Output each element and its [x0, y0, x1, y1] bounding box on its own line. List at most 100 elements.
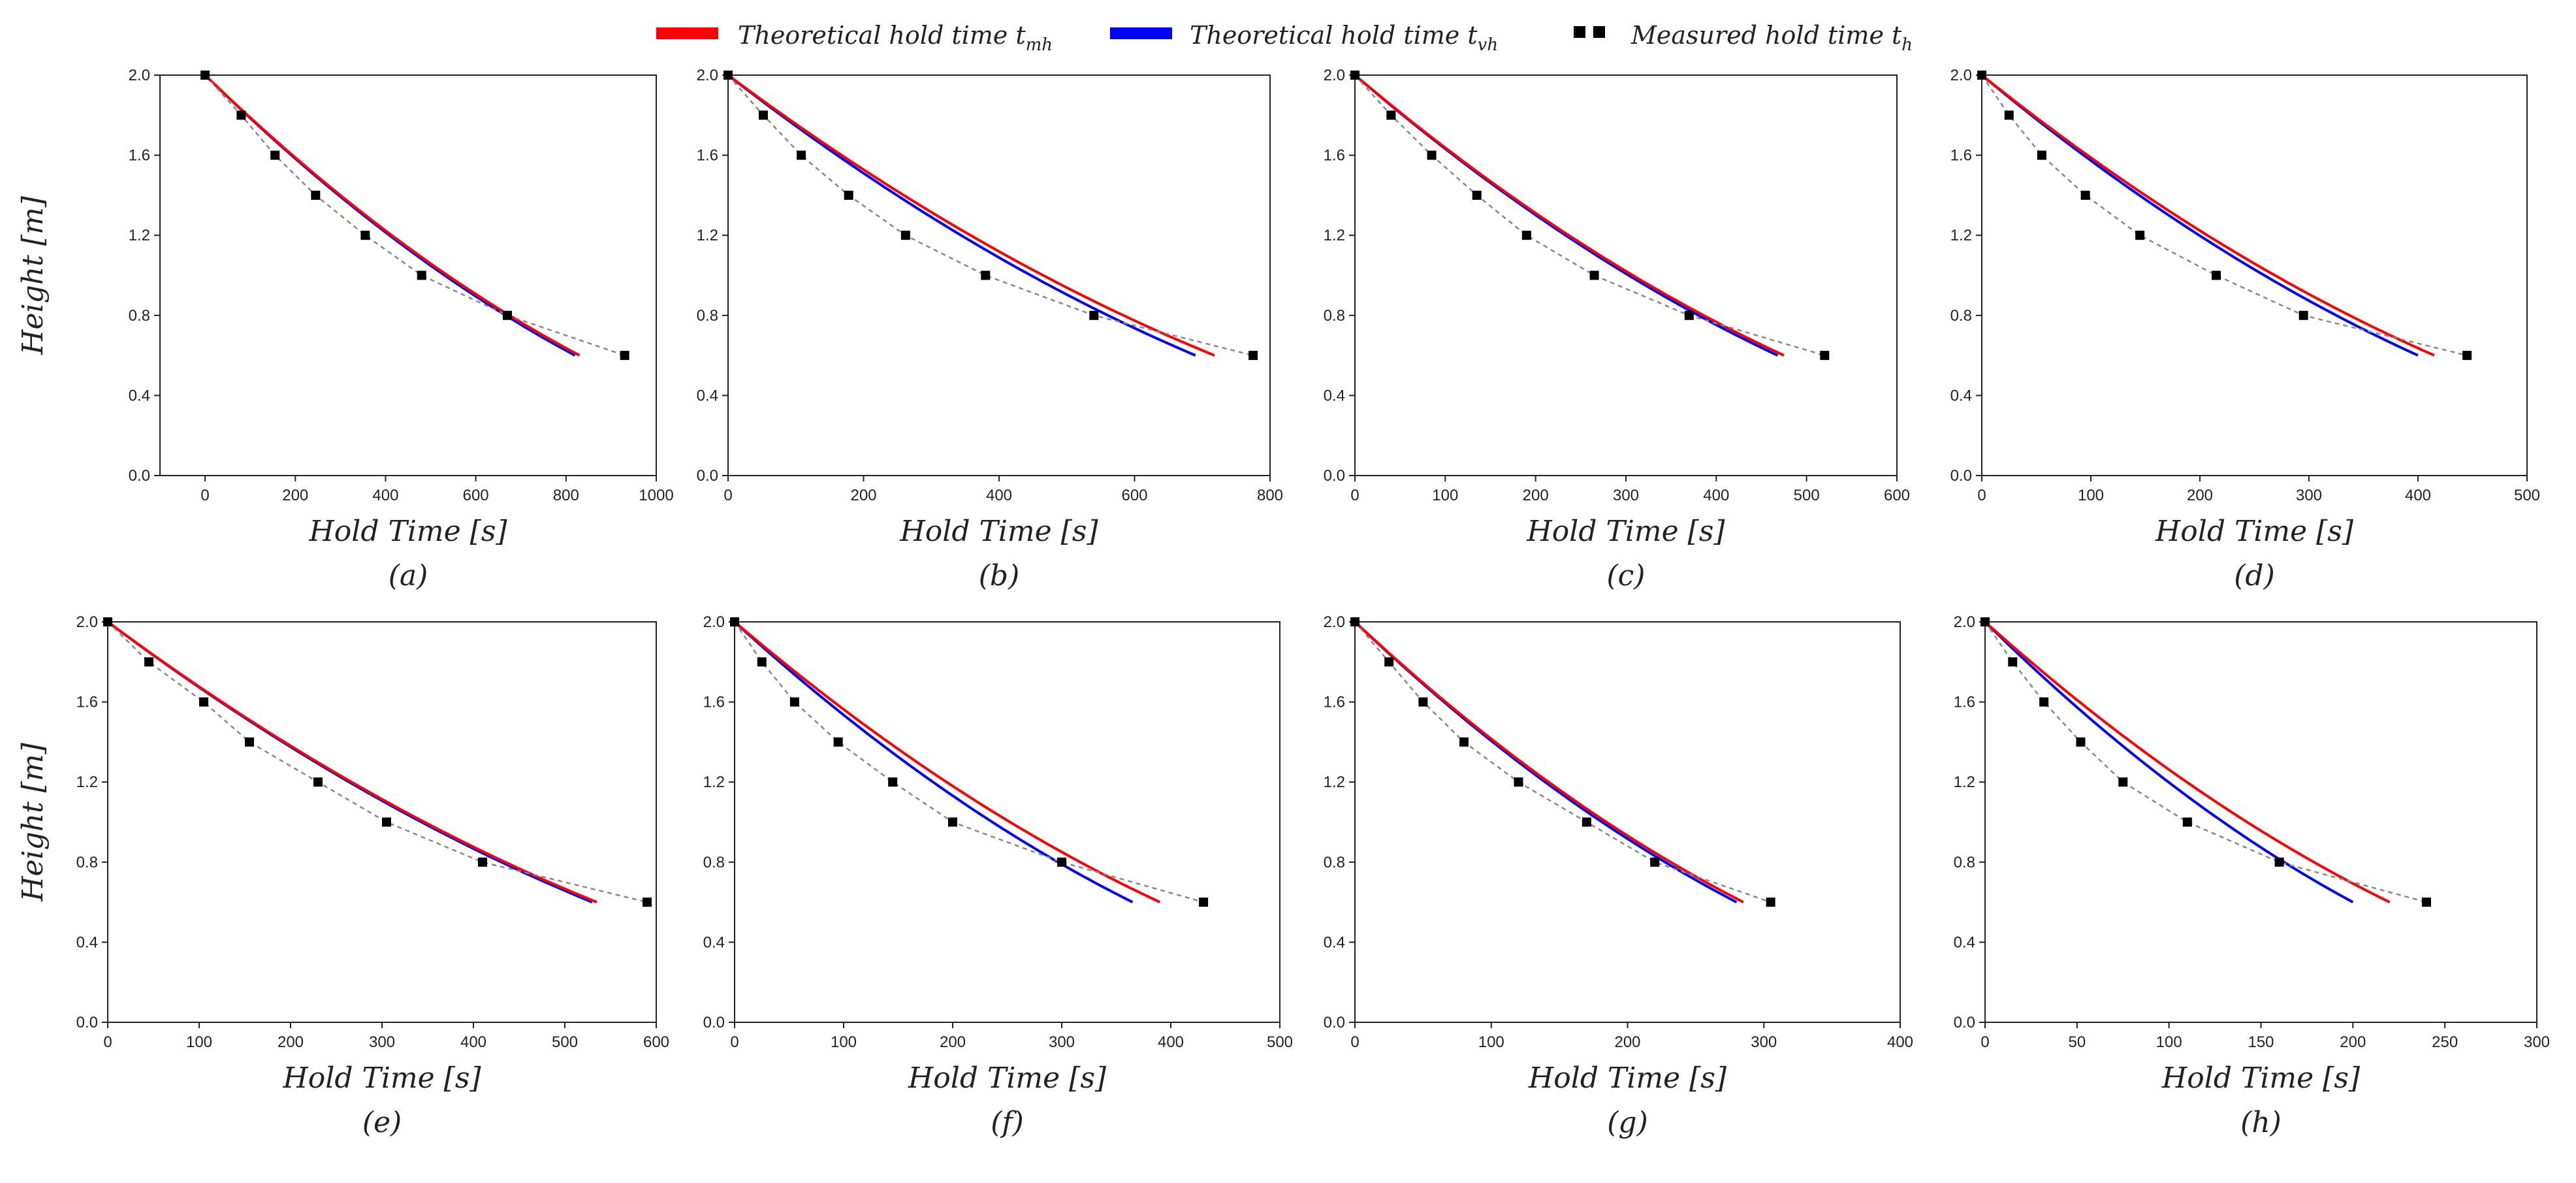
- legend-marker-measured: [1593, 26, 1605, 38]
- y-tick-label: 0.4: [697, 387, 718, 404]
- legend: Theoretical hold time tmh Theoretical ho…: [656, 21, 1913, 55]
- x-tick-label: 100: [1432, 487, 1458, 504]
- panel-label: (f): [991, 1106, 1024, 1139]
- y-tick-label: 0.8: [703, 854, 725, 871]
- plot-frame: [1984, 621, 2537, 1023]
- measured-point: [1459, 737, 1469, 747]
- y-tick-label: 1.2: [1324, 773, 1345, 791]
- x-tick-label: 250: [2432, 1033, 2458, 1051]
- y-tick-label: 0.0: [703, 1014, 725, 1031]
- x-tick-label: 300: [1751, 1033, 1777, 1051]
- x-tick-label: 100: [831, 1033, 857, 1051]
- y-tick-label: 1.2: [703, 773, 725, 791]
- x-tick-label: 800: [1257, 487, 1283, 504]
- y-tick-label: 2.0: [1324, 613, 1345, 631]
- measured-fit-line: [1354, 74, 1825, 357]
- y-tick-label: 1.6: [129, 147, 150, 165]
- x-tick-label: 500: [2514, 487, 2540, 504]
- series-line-tvh: [1354, 74, 1779, 357]
- y-axis-label: Height [m]: [16, 742, 50, 902]
- x-tick-label: 0: [730, 1033, 739, 1051]
- series-line-tmh: [1354, 621, 1744, 903]
- x-tick-label: 200: [1614, 1033, 1640, 1051]
- measured-point: [2422, 898, 2431, 907]
- measured-fit-line: [727, 74, 1254, 357]
- x-axis-label: Hold Time [s]: [2161, 1061, 2361, 1095]
- series-line-tmh: [733, 621, 1161, 903]
- measured-point: [503, 310, 512, 320]
- y-tick-label: 2.0: [129, 67, 150, 84]
- measured-point: [2076, 737, 2086, 747]
- y-tick-label: 0.8: [1324, 307, 1345, 325]
- series-line-tmh: [1984, 621, 2391, 903]
- y-tick-label: 0.8: [697, 307, 718, 325]
- y-tick-label: 0.0: [129, 467, 150, 485]
- y-tick-label: 0.4: [76, 933, 98, 951]
- measured-point: [724, 71, 733, 80]
- series-line-tvh: [106, 621, 593, 903]
- plot-frame: [1981, 74, 2528, 476]
- x-tick-label: 0: [1350, 1033, 1359, 1051]
- x-tick-label: 300: [369, 1033, 395, 1051]
- y-tick-label: 0.0: [697, 467, 718, 485]
- x-tick-label: 600: [463, 487, 489, 504]
- y-tick-label: 0.8: [1950, 307, 1972, 325]
- legend-item-tvh: Theoretical hold time tvh: [1110, 21, 1498, 55]
- x-tick-label: 0: [724, 487, 732, 504]
- y-tick-label: 0.4: [1324, 387, 1345, 404]
- y-tick-label: 1.6: [1324, 694, 1345, 711]
- chart-panel: 0 100 200 300 400 500 600 0.0 0.4 0.8 1.2 1.6 2.0 Hol…: [16, 613, 669, 1139]
- legend-marker-measured: [1574, 26, 1585, 38]
- x-axis-label: Hold Time [s]: [1526, 515, 1725, 548]
- y-tick-label: 1.2: [129, 227, 150, 244]
- panel-label: (e): [362, 1106, 402, 1139]
- measured-fit-line: [1354, 621, 1772, 903]
- chart-panel: 0 100 200 300 400 500 600 0.0 0.4 0.8 1.2 1.6 2.0 Hol…: [1324, 67, 1910, 592]
- measured-point: [1057, 857, 1066, 867]
- x-tick-label: 600: [643, 1033, 669, 1051]
- measured-point: [2182, 817, 2192, 827]
- x-tick-label: 400: [1887, 1033, 1913, 1051]
- measured-fit-line: [107, 621, 648, 903]
- x-tick-label: 100: [2078, 487, 2104, 504]
- y-tick-label: 1.6: [1324, 147, 1345, 165]
- measured-point: [1384, 657, 1394, 667]
- y-tick-label: 0.4: [129, 387, 150, 404]
- x-tick-label: 600: [1121, 487, 1147, 504]
- panel-label: (g): [1607, 1106, 1648, 1139]
- measured-point: [833, 737, 843, 747]
- measured-point: [1684, 310, 1694, 320]
- y-tick-label: 0.8: [1324, 854, 1345, 871]
- measured-point: [1766, 898, 1775, 907]
- x-tick-label: 200: [940, 1033, 966, 1051]
- x-tick-label: 150: [2248, 1033, 2274, 1051]
- series-line-tmh: [106, 621, 597, 903]
- y-tick-label: 2.0: [1324, 67, 1345, 84]
- x-tick-label: 200: [850, 487, 876, 504]
- y-tick-label: 2.0: [1954, 613, 1975, 631]
- y-tick-label: 1.6: [697, 147, 718, 165]
- series-line-tmh: [1354, 74, 1785, 357]
- measured-point: [797, 150, 806, 160]
- plot-frame: [734, 621, 1280, 1023]
- measured-point: [1514, 777, 1523, 787]
- x-tick-label: 500: [552, 1033, 578, 1051]
- x-tick-label: 600: [1884, 487, 1910, 504]
- x-tick-label: 200: [2340, 1033, 2366, 1051]
- y-tick-label: 0.8: [1954, 854, 1975, 871]
- measured-point: [2135, 231, 2145, 240]
- x-tick-label: 100: [2156, 1033, 2182, 1051]
- y-tick-label: 1.2: [1950, 227, 1972, 244]
- panel-label: (c): [1607, 559, 1646, 592]
- x-tick-label: 200: [2187, 487, 2213, 504]
- measured-point: [620, 351, 629, 361]
- series-line-tmh: [727, 74, 1215, 357]
- x-tick-label: 500: [1267, 1033, 1293, 1051]
- measured-point: [1199, 898, 1209, 907]
- measured-point: [1977, 71, 1986, 80]
- measured-point: [2462, 351, 2472, 361]
- measured-point: [2039, 697, 2049, 707]
- measured-point: [103, 617, 112, 626]
- measured-point: [888, 777, 898, 787]
